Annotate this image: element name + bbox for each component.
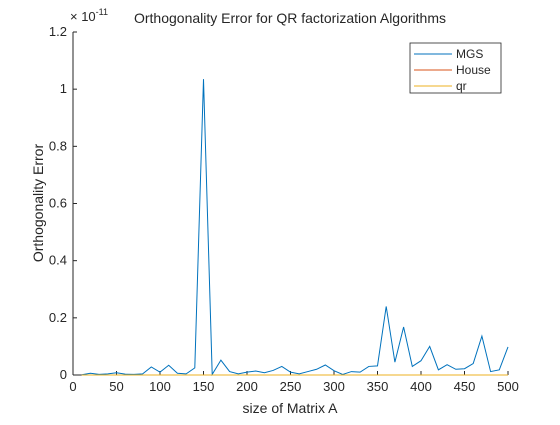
x-tick-label: 100 (149, 379, 171, 394)
x-tick-label: 300 (323, 379, 345, 394)
y-exponent-base: × 10 (70, 9, 96, 24)
y-tick-label: 1.2 (49, 24, 67, 39)
x-tick-label: 200 (236, 379, 258, 394)
x-tick-label: 250 (280, 379, 302, 394)
x-tick-label: 500 (497, 379, 519, 394)
y-exponent-label: × 10-11 (70, 7, 108, 24)
series-line-mgs (81, 79, 509, 377)
axis-ticks: 0 50 100 150 200 250 300 350 400 450 500 0 0.2 0.4 0.6… (49, 24, 519, 394)
chart-title: Orthogonality Error for QR factorization… (134, 10, 446, 26)
y-exponent-power: -11 (96, 7, 108, 17)
x-tick-label: 50 (109, 379, 123, 394)
legend-label-house: House (456, 63, 491, 77)
y-tick-label: 0 (60, 367, 67, 382)
legend: MGS House qr (409, 42, 502, 94)
y-tick-label: 1 (60, 81, 67, 96)
x-tick-label: 350 (367, 379, 389, 394)
y-axis-label: Orthogonality Error (30, 144, 46, 263)
y-tick-label: 0.4 (49, 253, 67, 268)
y-tick-label: 0.8 (49, 138, 67, 153)
legend-box (409, 42, 502, 94)
y-tick-label: 0.2 (49, 310, 67, 325)
legend-entries: MGS House qr (414, 47, 491, 93)
x-tick-label: 400 (410, 379, 432, 394)
series-lines (81, 79, 509, 377)
x-tick-label: 450 (454, 379, 476, 394)
legend-label-mgs: MGS (456, 47, 483, 61)
x-tick-label: 0 (69, 379, 76, 394)
x-tick-label: 150 (193, 379, 215, 394)
legend-label-qr: qr (456, 79, 467, 93)
y-tick-label: 0.6 (49, 196, 67, 211)
x-axis-label: size of Matrix A (243, 400, 339, 416)
